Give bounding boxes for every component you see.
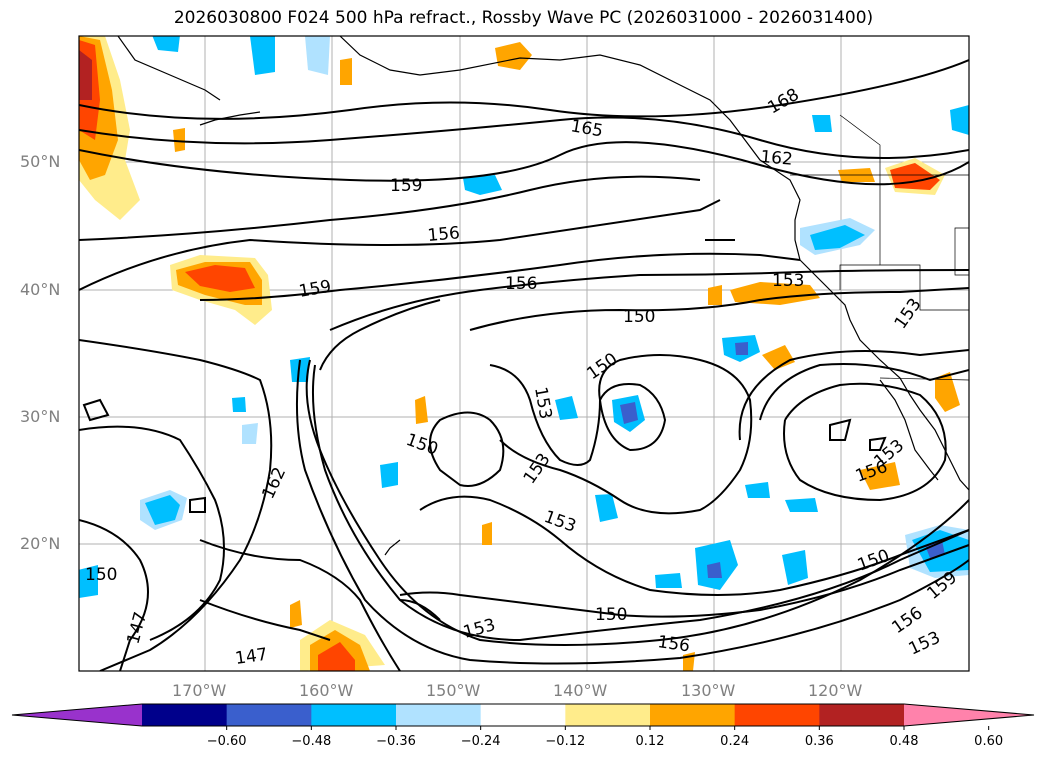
contour-label: 159: [390, 176, 422, 196]
colorbar-tick-label: 0.60: [974, 734, 1004, 749]
colorbar-segment: [819, 704, 905, 726]
colorbar: [11, 703, 1035, 730]
colorbar-tick-label: 0.36: [804, 734, 834, 749]
lat-label-20n: 20°N: [20, 534, 61, 553]
colorbar-segment: [480, 704, 566, 726]
colorbar-tick-label: −0.36: [376, 734, 416, 749]
colorbar-tick-label: 0.12: [635, 734, 665, 749]
lon-label-150w: 150°W: [426, 681, 481, 700]
map-title: 2026030800 F024 500 hPa refract., Rossby…: [173, 8, 874, 28]
colorbar-extend-high: [904, 704, 1034, 726]
colorbar-segment: [311, 704, 397, 726]
colorbar-tick-label: −0.48: [291, 734, 332, 749]
contour-label: 147: [234, 645, 269, 669]
colorbar-segment: [650, 704, 736, 726]
lon-label-130w: 130°W: [681, 681, 736, 700]
contour-label: 156: [656, 632, 691, 656]
contour-label: 156: [505, 274, 537, 294]
colorbar-outline: [11, 703, 1035, 727]
coastlines: [117, 36, 969, 556]
lon-label-160w: 160°W: [299, 681, 354, 700]
lat-label-40n: 40°N: [20, 280, 61, 299]
colorbar-tick-label: −0.12: [545, 734, 586, 749]
colorbar-tick-label: 0.48: [889, 734, 919, 749]
colorbar-extend-low: [12, 704, 142, 726]
colorbar-tick-label: 0.24: [720, 734, 750, 749]
colorbar-segment: [396, 704, 482, 726]
colorbar-segment: [565, 704, 651, 726]
colorbar-segment: [734, 704, 820, 726]
contour-label: 150: [595, 605, 627, 625]
lon-label-140w: 140°W: [553, 681, 608, 700]
negative-anomaly-shading: [79, 36, 969, 598]
colorbar-tick-label: −0.60: [206, 734, 247, 749]
contour-label: 156: [427, 223, 461, 246]
colorbar-tick-label: −0.24: [460, 734, 501, 749]
colorbar-segment: [142, 704, 228, 726]
positive-anomaly-shading: [79, 36, 960, 671]
map-frame: [78, 35, 970, 672]
height-contours: [79, 59, 969, 671]
contour-label: 153: [772, 271, 804, 291]
lat-label-30n: 30°N: [20, 407, 61, 426]
lon-label-170w: 170°W: [172, 681, 227, 700]
colorbar-segment: [226, 704, 312, 726]
contour-label: 150: [623, 307, 655, 327]
contour-label: 162: [760, 147, 794, 170]
lat-label-50n: 50°N: [20, 152, 61, 171]
lon-label-120w: 120°W: [808, 681, 863, 700]
contour-label: 150: [85, 565, 117, 585]
